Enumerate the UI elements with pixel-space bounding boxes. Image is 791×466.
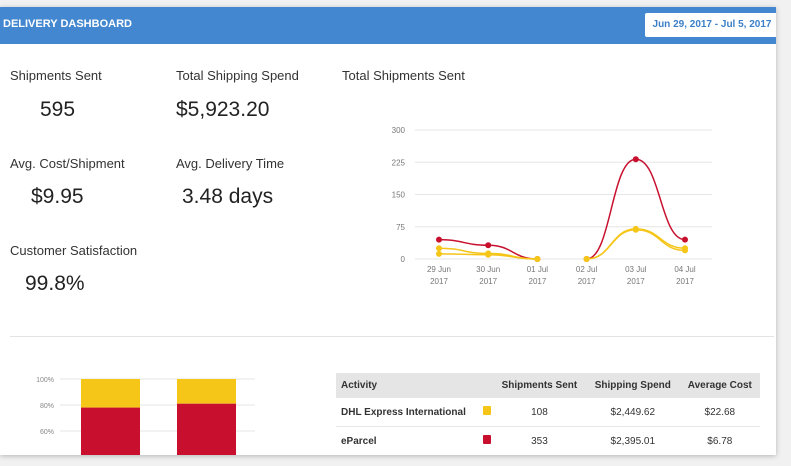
carrier-table: Activity Shipments Sent Shipping Spend A… <box>336 373 760 455</box>
x-tick-label: 2017 <box>430 277 448 286</box>
carrier-name: eParcel <box>336 426 482 455</box>
x-tick-label: 29 Jun <box>427 265 451 274</box>
kpi-label-shipments: Shipments Sent <box>10 68 102 83</box>
stacked-bar-chart: 100%80%60%40% <box>36 377 255 455</box>
y-tick-label: 0 <box>401 255 406 264</box>
x-tick-label: 04 Jul <box>674 265 696 274</box>
kpi-value-shipments: 595 <box>40 98 76 121</box>
col-shipments: Shipments Sent <box>492 373 586 398</box>
y-tick-label: 225 <box>392 158 406 167</box>
data-point <box>632 156 639 163</box>
x-tick-label: 02 Jul <box>576 265 598 274</box>
x-tick-label: 2017 <box>676 277 694 286</box>
data-point <box>583 256 590 262</box>
bar-segment <box>81 379 140 408</box>
series-line <box>586 158 686 260</box>
data-point <box>682 236 688 243</box>
carrier-name: DHL Express International <box>336 398 482 427</box>
x-tick-label: 2017 <box>578 277 596 286</box>
date-range-picker[interactable]: Jun 29, 2017 - Jul 5, 2017 <box>645 13 776 37</box>
data-point <box>682 247 688 254</box>
kpi-value-spend: $5,923.20 <box>176 98 270 121</box>
data-point <box>632 226 639 233</box>
data-point <box>436 245 442 252</box>
x-tick-label: 2017 <box>529 277 547 286</box>
col-activity: Activity <box>336 373 482 398</box>
data-point <box>485 242 492 249</box>
line-chart-title: Total Shipments Sent <box>342 68 465 83</box>
table-row[interactable]: eParcel 353 $2,395.01 $6.78 <box>336 426 760 455</box>
dashboard-title: DELIVERY DASHBOARD <box>3 18 132 30</box>
y-tick-label: 60% <box>40 429 54 436</box>
shipping-spend: $2,395.01 <box>585 426 680 455</box>
y-tick-label: 150 <box>392 191 406 200</box>
kpi-value-avg-cost: $9.95 <box>31 185 84 208</box>
col-color <box>481 373 493 398</box>
kpi-label-delivery-time: Avg. Delivery Time <box>176 156 285 171</box>
legend-swatch <box>483 406 492 415</box>
y-tick-label: 100% <box>36 377 54 384</box>
y-tick-label: 75 <box>396 223 405 232</box>
data-point <box>436 250 442 257</box>
x-tick-label: 01 Jul <box>527 265 549 274</box>
kpi-value-satisfaction: 99.8% <box>25 272 85 295</box>
bar-segment <box>81 407 140 455</box>
col-spend: Shipping Spend <box>585 373 680 398</box>
header-bar: DELIVERY DASHBOARD Jun 29, 2017 - Jul 5,… <box>0 7 776 44</box>
shipments-sent: 353 <box>492 426 586 455</box>
data-point <box>485 251 492 258</box>
legend-swatch <box>483 435 492 444</box>
shipping-spend: $2,449.62 <box>585 398 680 427</box>
x-tick-label: 03 Jul <box>625 265 647 274</box>
kpi-label-avg-cost: Avg. Cost/Shipment <box>10 156 125 171</box>
kpi-label-spend: Total Shipping Spend <box>176 68 299 83</box>
bar-segment <box>177 403 236 455</box>
shipments-sent: 108 <box>492 398 586 427</box>
y-tick-label: 80% <box>40 403 54 410</box>
col-avg-cost: Average Cost <box>679 373 760 398</box>
divider <box>10 336 774 337</box>
kpi-label-satisfaction: Customer Satisfaction <box>10 243 138 258</box>
bar-segment <box>177 379 236 404</box>
data-point <box>534 256 541 262</box>
data-point <box>436 236 442 243</box>
table-row[interactable]: DHL Express International 108 $2,449.62 … <box>336 398 760 427</box>
x-tick-label: 2017 <box>627 277 645 286</box>
average-cost: $6.78 <box>679 426 760 455</box>
dashboard-panel: DELIVERY DASHBOARD Jun 29, 2017 - Jul 5,… <box>0 7 776 455</box>
average-cost: $22.68 <box>679 398 760 427</box>
y-tick-label: 300 <box>392 126 406 135</box>
x-tick-label: 30 Jun <box>476 265 500 274</box>
x-tick-label: 2017 <box>479 277 497 286</box>
kpi-value-delivery-time: 3.48 days <box>182 185 274 208</box>
line-chart: 0 75 150 225 300 29 Jun 2017 30 Jun 2017 01 Jul 20… <box>392 126 712 286</box>
